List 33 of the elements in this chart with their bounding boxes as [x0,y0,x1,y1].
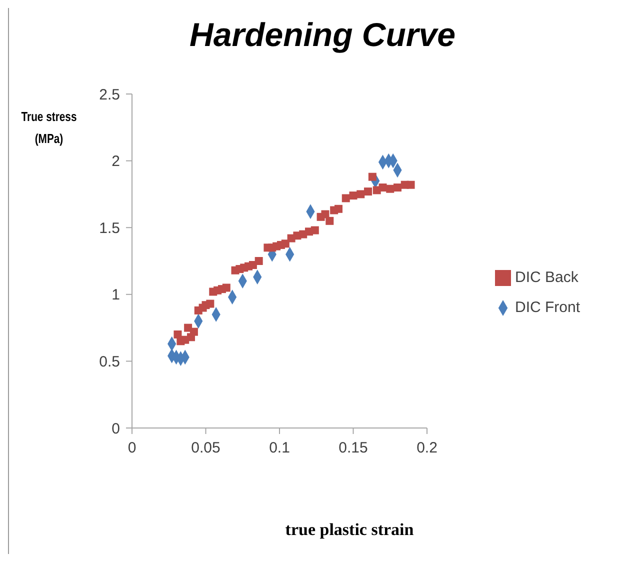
x-tick-label: 0.2 [416,440,438,457]
x-tick-label: 0.1 [269,440,290,457]
point [406,180,415,189]
x-tick-label: 0.15 [338,440,368,457]
chart-title: Hardening Curve [188,16,456,54]
point [222,284,230,292]
y-tick-label: 2 [112,153,120,170]
y-axis-title: True stress (MPa) [20,108,78,148]
y-tick-label: 0 [112,420,120,438]
y-tick-label: 2.5 [99,86,120,104]
point [190,328,198,336]
legend-label: DIC Front [515,299,580,316]
point [342,194,350,202]
legend-label: DIC Back [515,269,578,286]
point [364,188,372,196]
x-tick-label: 0.05 [191,440,220,457]
point [378,184,387,192]
y-tick-label: 1 [112,286,120,304]
point [206,300,214,308]
point [254,257,263,265]
point [326,216,334,225]
y-tick-label: 1.5 [99,220,120,237]
point [386,184,394,193]
point [281,240,290,248]
point [349,192,358,200]
x-axis-title: true plastic strain [284,520,415,540]
x-tick-label: 0 [128,440,136,457]
point [321,210,330,218]
y-tick-label: 0.5 [99,354,120,371]
point [310,226,319,234]
point [356,190,365,198]
point [394,184,402,192]
point [334,204,342,213]
